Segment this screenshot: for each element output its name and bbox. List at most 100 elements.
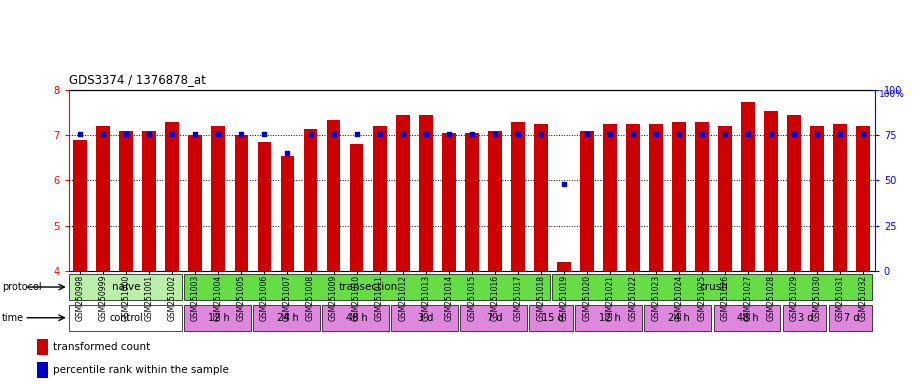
- Bar: [184, 274, 550, 300]
- Text: 48 h: 48 h: [737, 313, 759, 323]
- Bar: [552, 274, 872, 300]
- Bar: [189, 136, 202, 271]
- Bar: [695, 122, 709, 271]
- Point: [73, 131, 88, 137]
- Bar: [96, 126, 110, 271]
- Bar: [234, 136, 248, 271]
- Bar: [603, 124, 616, 271]
- Text: crush: crush: [699, 282, 728, 292]
- Text: naive: naive: [112, 282, 140, 292]
- Point: [257, 131, 272, 137]
- Bar: [253, 305, 320, 331]
- Point: [718, 131, 733, 137]
- Point: [119, 131, 134, 137]
- Bar: [280, 156, 294, 271]
- Bar: [834, 124, 847, 271]
- Point: [165, 131, 180, 137]
- Point: [234, 131, 249, 137]
- Point: [649, 131, 663, 137]
- Bar: [322, 305, 388, 331]
- Text: 3 d: 3 d: [798, 313, 813, 323]
- Point: [856, 131, 870, 137]
- Bar: [529, 305, 573, 331]
- Text: control: control: [109, 313, 143, 323]
- Text: transection: transection: [339, 282, 398, 292]
- Bar: [419, 115, 432, 271]
- Bar: [184, 305, 251, 331]
- Bar: [626, 124, 640, 271]
- Bar: [373, 126, 387, 271]
- Text: transformed count: transformed count: [53, 342, 150, 352]
- Bar: [575, 305, 642, 331]
- Bar: [649, 124, 663, 271]
- Bar: [257, 142, 271, 271]
- Point: [326, 131, 341, 137]
- Point: [787, 131, 802, 137]
- Text: percentile rank within the sample: percentile rank within the sample: [53, 365, 229, 375]
- Bar: [460, 305, 527, 331]
- Point: [419, 131, 433, 137]
- Text: 100%: 100%: [879, 90, 905, 99]
- Bar: [856, 126, 870, 271]
- Text: 12 h: 12 h: [208, 313, 229, 323]
- Bar: [645, 305, 711, 331]
- Bar: [303, 129, 318, 271]
- Bar: [442, 133, 455, 271]
- Bar: [69, 274, 181, 300]
- Bar: [391, 305, 458, 331]
- Text: 3 d: 3 d: [418, 313, 433, 323]
- Point: [303, 131, 318, 137]
- Point: [142, 131, 157, 137]
- Point: [396, 131, 410, 137]
- Text: time: time: [2, 313, 24, 323]
- Point: [603, 131, 617, 137]
- Point: [580, 131, 594, 137]
- Bar: [488, 131, 502, 271]
- Point: [694, 131, 709, 137]
- Point: [464, 131, 479, 137]
- Point: [510, 131, 525, 137]
- Point: [372, 131, 387, 137]
- Bar: [73, 140, 87, 271]
- Bar: [327, 119, 341, 271]
- Bar: [829, 305, 872, 331]
- Bar: [534, 124, 548, 271]
- Bar: [787, 115, 802, 271]
- Bar: [350, 144, 364, 271]
- Text: protocol: protocol: [2, 282, 41, 292]
- Bar: [69, 305, 181, 331]
- Point: [280, 151, 295, 157]
- Bar: [511, 122, 525, 271]
- Point: [557, 181, 572, 187]
- Point: [741, 131, 756, 137]
- Bar: [672, 122, 686, 271]
- Text: 12 h: 12 h: [599, 313, 621, 323]
- Bar: [811, 126, 824, 271]
- Text: 48 h: 48 h: [345, 313, 367, 323]
- Text: 24 h: 24 h: [277, 313, 299, 323]
- Point: [833, 131, 847, 137]
- Bar: [37, 362, 48, 378]
- Point: [188, 131, 202, 137]
- Point: [487, 131, 502, 137]
- Bar: [764, 111, 778, 271]
- Text: 7 d: 7 d: [487, 313, 503, 323]
- Point: [442, 131, 456, 137]
- Point: [764, 131, 779, 137]
- Point: [810, 131, 824, 137]
- Bar: [212, 126, 225, 271]
- Bar: [782, 305, 826, 331]
- Text: 24 h: 24 h: [668, 313, 690, 323]
- Point: [211, 131, 225, 137]
- Bar: [396, 115, 409, 271]
- Bar: [37, 339, 48, 355]
- Point: [671, 131, 686, 137]
- Text: GDS3374 / 1376878_at: GDS3374 / 1376878_at: [69, 73, 205, 86]
- Bar: [580, 131, 594, 271]
- Bar: [714, 305, 780, 331]
- Point: [96, 131, 111, 137]
- Point: [626, 131, 640, 137]
- Bar: [741, 101, 755, 271]
- Point: [533, 131, 548, 137]
- Bar: [464, 133, 479, 271]
